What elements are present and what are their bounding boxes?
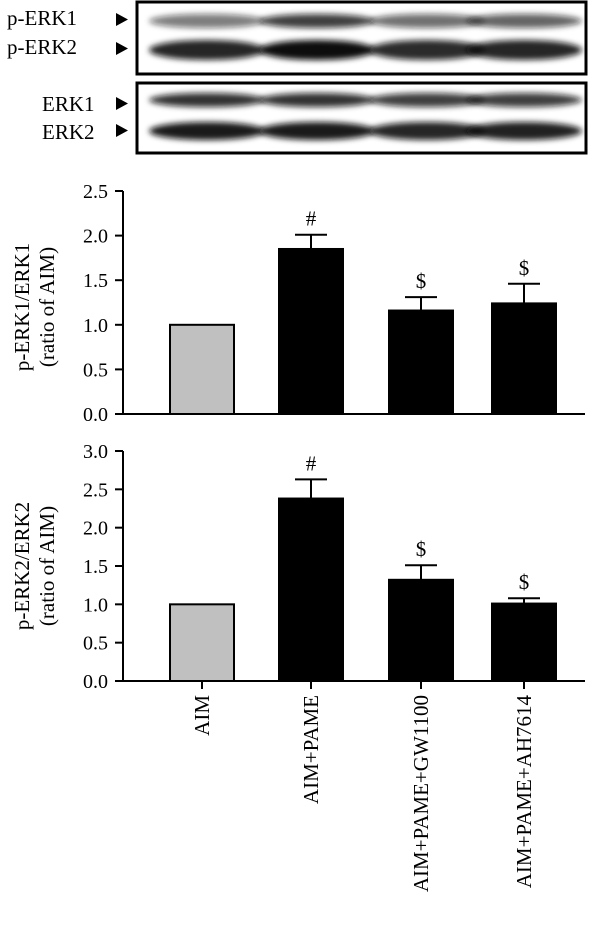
bar-aim xyxy=(169,603,235,682)
y-tick-label: 0.0 xyxy=(83,404,108,426)
bar-aim-pame-gw1100 xyxy=(388,578,454,682)
y-axis-label-chart1: p-ERK1/ERK1 xyxy=(10,243,34,371)
chart1-error-bars xyxy=(295,233,540,311)
blot-phospho-erk: p-ERK1 p-ERK2 xyxy=(7,0,588,76)
arrowhead-icon xyxy=(116,124,128,137)
chart2-error-bars xyxy=(295,478,540,604)
bar-aim-pame xyxy=(278,247,344,415)
blot-total-erk-bands xyxy=(149,93,582,140)
blot-band xyxy=(466,14,582,28)
blot-band xyxy=(149,122,265,140)
x-category-label: AIM+PAME xyxy=(299,695,323,804)
blot-label-p-erk2: p-ERK2 xyxy=(7,35,77,59)
y-tick-label: 2.0 xyxy=(83,518,108,540)
blot-label-erk2: ERK2 xyxy=(42,120,95,144)
blot-band xyxy=(466,122,582,140)
chart2-bars xyxy=(169,497,557,682)
significance-mark: $ xyxy=(519,570,530,594)
chart1-bars xyxy=(169,247,557,416)
bar-aim-pame-gw1100 xyxy=(388,309,454,416)
blot-band xyxy=(259,122,375,140)
blot-band xyxy=(369,122,485,140)
significance-mark: $ xyxy=(519,256,530,280)
blot-band xyxy=(259,14,375,28)
chart-p-erk1-ratio: p-ERK1/ERK1 (ratio of AIM) 0.0 0.5 1.0 1.5 2… xyxy=(10,181,585,426)
blot-band xyxy=(149,40,265,60)
x-axis-category-labels: AIM AIM+PAME AIM+PAME+GW1100 AIM+PAME+AH761… xyxy=(190,681,536,892)
x-category-label: AIM xyxy=(190,695,214,736)
significance-mark: $ xyxy=(416,537,427,561)
blot-band xyxy=(466,93,582,107)
blot-band xyxy=(466,40,582,60)
blot-band xyxy=(369,93,485,107)
chart2-y-ticks: 0.0 0.5 1.0 1.5 2.0 2.5 3.0 xyxy=(83,441,123,693)
chart-p-erk2-ratio: p-ERK2/ERK2 (ratio of AIM) 0.0 0.5 1.0 1.5 2… xyxy=(10,441,585,693)
blot-band xyxy=(369,14,485,28)
blot-phospho-erk-bands xyxy=(149,14,582,60)
blot-label-erk1: ERK1 xyxy=(42,92,95,116)
arrowhead-icon xyxy=(116,97,128,110)
bar-aim xyxy=(169,323,235,415)
y-tick-label: 0.0 xyxy=(83,671,108,693)
blot-phospho-erk-frame xyxy=(135,0,588,76)
y-tick-label: 1.0 xyxy=(83,594,108,616)
chart1-y-ticks: 0.0 0.5 1.0 1.5 2.0 2.5 xyxy=(83,181,123,426)
arrowhead-icon xyxy=(116,42,128,55)
y-axis-label-chart2-unit: (ratio of AIM) xyxy=(35,506,59,626)
blot-band xyxy=(149,14,265,28)
chart2-significance-marks: # $ $ xyxy=(306,451,530,594)
y-axis-label-chart2: p-ERK2/ERK2 xyxy=(10,502,34,630)
arrowhead-icon xyxy=(116,13,128,26)
y-tick-label: 3.0 xyxy=(83,441,108,463)
blot-band xyxy=(259,40,375,60)
y-tick-label: 1.0 xyxy=(83,315,108,337)
blot-band xyxy=(259,93,375,107)
y-tick-label: 1.5 xyxy=(83,556,108,578)
bar-aim-pame-ah7614 xyxy=(491,302,557,415)
bar-aim-pame-ah7614 xyxy=(491,602,557,682)
significance-mark: # xyxy=(306,451,317,475)
blot-band xyxy=(369,40,485,60)
x-category-label: AIM+PAME+AH7614 xyxy=(512,695,536,889)
x-category-label: AIM+PAME+GW1100 xyxy=(409,695,433,892)
bar-aim-pame xyxy=(278,497,344,682)
y-tick-label: 1.5 xyxy=(83,270,108,292)
y-tick-label: 2.5 xyxy=(83,479,108,501)
y-axis-label-chart1-unit: (ratio of AIM) xyxy=(35,247,59,367)
blot-label-p-erk1: p-ERK1 xyxy=(7,6,77,30)
chart1-significance-marks: # $ $ xyxy=(306,207,530,293)
significance-mark: $ xyxy=(416,269,427,293)
y-tick-label: 2.0 xyxy=(83,226,108,248)
y-tick-label: 2.5 xyxy=(83,181,108,203)
significance-mark: # xyxy=(306,207,317,231)
y-tick-label: 0.5 xyxy=(83,633,108,655)
blot-band xyxy=(149,93,265,107)
y-tick-label: 0.5 xyxy=(83,359,108,381)
blot-total-erk: ERK1 ERK2 xyxy=(42,81,588,155)
